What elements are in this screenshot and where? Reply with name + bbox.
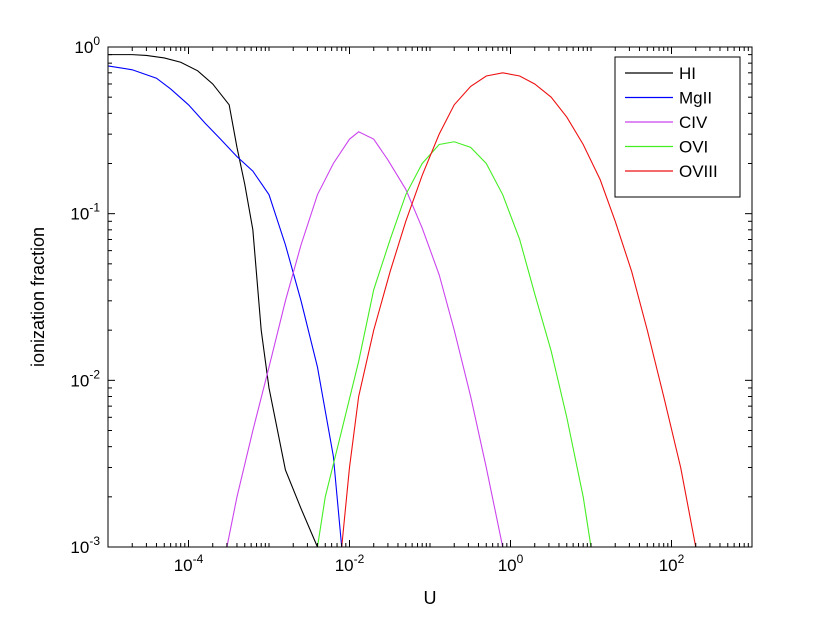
y-tick-label-base: 10: [74, 38, 93, 57]
series-line-oviii: [341, 72, 697, 548]
y-tick-label-exponent: -1: [89, 201, 100, 215]
series-line-mgii: [107, 65, 343, 548]
y-tick-label: 10-1: [70, 201, 100, 224]
x-tick-label-base: 10: [335, 556, 354, 575]
y-tick-label-base: 10: [70, 205, 89, 224]
x-tick-label-exponent: 0: [517, 552, 524, 566]
x-tick-label-base: 10: [174, 556, 193, 575]
y-tick-label: 10-3: [70, 534, 100, 557]
x-tick-label-base: 10: [498, 556, 517, 575]
x-tick-label-exponent: 2: [678, 552, 685, 566]
x-tick-label-exponent: -2: [354, 552, 365, 566]
x-tick-label: 10-4: [174, 552, 204, 575]
legend-box: [614, 56, 741, 198]
y-tick-label-exponent: -2: [89, 367, 100, 381]
y-tick-label: 100: [74, 34, 100, 57]
legend-label-mgii: MgII: [679, 89, 712, 108]
legend-label-ovi: OVI: [679, 138, 708, 157]
y-tick-label-exponent: 0: [93, 34, 100, 48]
tick-layer: [107, 46, 753, 548]
y-axis-label: ionization fraction: [28, 227, 48, 367]
x-axis-label: U: [424, 588, 437, 608]
legend-label-hi: HI: [679, 64, 696, 83]
x-tick-label: 102: [659, 552, 685, 575]
y-tick-label-exponent: -3: [89, 534, 100, 548]
series-line-hi: [108, 54, 318, 548]
legend-label-civ: CIV: [679, 113, 708, 132]
x-tick-label-exponent: -4: [193, 552, 204, 566]
x-tick-label: 100: [498, 552, 524, 575]
x-tick-label-base: 10: [659, 556, 678, 575]
legend: HI MgII CIV OVI OVIII: [614, 56, 741, 198]
y-tick-label-base: 10: [70, 371, 89, 390]
series-layer: [107, 54, 697, 548]
y-tick-label: 10-2: [70, 367, 100, 390]
series-line-civ: [226, 131, 504, 548]
y-tick-label-base: 10: [70, 538, 89, 557]
legend-label-oviii: OVIII: [679, 162, 718, 181]
x-tick-label: 10-2: [335, 552, 365, 575]
series-line-ovi: [316, 141, 592, 548]
